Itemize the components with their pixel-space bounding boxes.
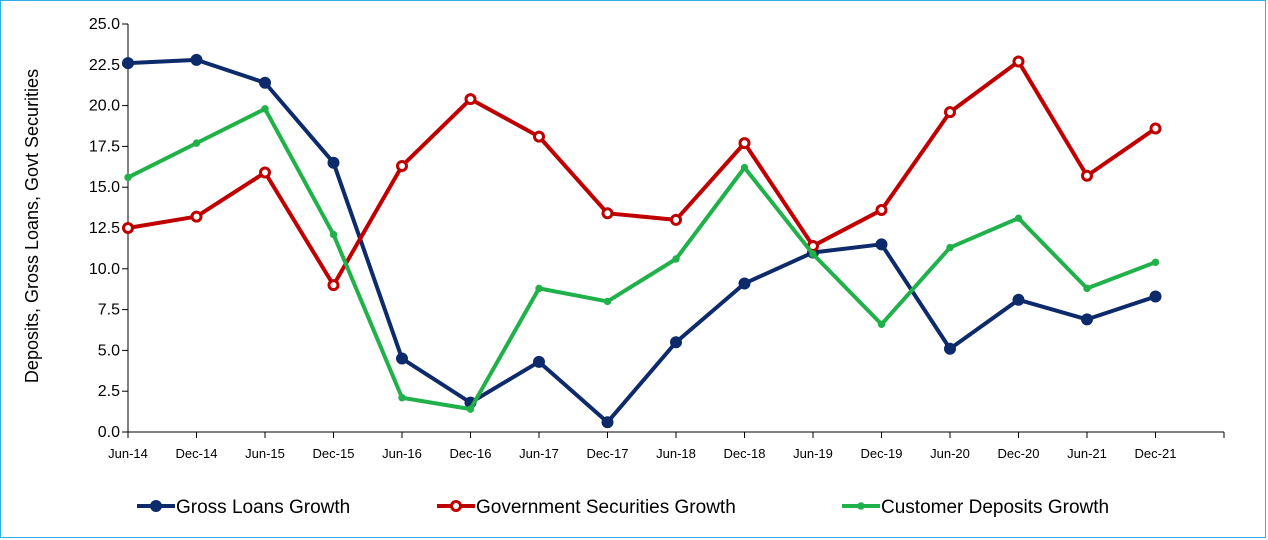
data-point bbox=[1012, 293, 1025, 306]
data-point bbox=[124, 173, 132, 182]
data-point bbox=[464, 93, 477, 106]
y-tick-label: 17.5 bbox=[89, 138, 120, 155]
data-point bbox=[533, 355, 545, 368]
legend-item-2: Customer Deposits Growth bbox=[842, 497, 1109, 518]
data-point bbox=[329, 230, 338, 239]
data-point bbox=[259, 166, 271, 179]
data-point bbox=[396, 159, 408, 172]
x-tick-label: Jun-18 bbox=[656, 446, 696, 461]
data-point bbox=[259, 76, 271, 89]
axes bbox=[127, 24, 1224, 433]
data-point bbox=[1149, 122, 1162, 135]
data-point bbox=[535, 284, 543, 293]
data-point bbox=[877, 320, 886, 328]
y-tick-label: 15.0 bbox=[89, 179, 120, 196]
data-point bbox=[261, 105, 269, 113]
data-point bbox=[946, 243, 954, 252]
x-tick-label: Dec-15 bbox=[313, 446, 355, 461]
data-point bbox=[740, 163, 749, 172]
legend-label: Customer Deposits Growth bbox=[881, 497, 1109, 518]
data-point bbox=[1081, 313, 1093, 326]
y-axis-label-group: Deposits, Gross Loans, Govt Securities bbox=[22, 69, 42, 383]
series-line-0 bbox=[127, 57, 1157, 425]
data-point bbox=[944, 342, 956, 355]
x-tick-label: Dec-18 bbox=[724, 446, 766, 461]
data-point bbox=[738, 137, 751, 150]
data-point bbox=[944, 106, 956, 119]
data-point bbox=[466, 405, 475, 413]
x-tick-label: Jun-14 bbox=[108, 446, 148, 461]
x-tick-label: Jun-20 bbox=[930, 446, 970, 461]
data-point bbox=[601, 416, 614, 429]
legend: Gross Loans Growth Government Securities … bbox=[137, 497, 1109, 518]
data-point bbox=[327, 279, 340, 292]
x-tick-label: Dec-16 bbox=[450, 446, 492, 461]
y-tick-label: 10.0 bbox=[89, 261, 120, 278]
data-point bbox=[1151, 258, 1160, 266]
y-axis-ticks: 0.0 2.5 5.0 7.5 10.0 12.5 15.0 17.5 20.0 22.5 25.0 bbox=[89, 16, 128, 441]
data-point bbox=[122, 57, 134, 70]
y-tick-label: 12.5 bbox=[89, 220, 120, 237]
data-point bbox=[672, 255, 680, 263]
x-tick-label: Jun-21 bbox=[1067, 446, 1107, 461]
y-tick-label: 2.5 bbox=[98, 383, 120, 400]
data-point bbox=[398, 394, 406, 402]
series-0 bbox=[122, 53, 1162, 429]
legend-swatch-marker bbox=[150, 500, 162, 512]
y-tick-label: 25.0 bbox=[89, 16, 120, 33]
x-tick-label: Jun-19 bbox=[793, 446, 833, 461]
data-point bbox=[1081, 169, 1093, 182]
data-point bbox=[875, 204, 888, 217]
legend-item-1: Government Securities Growth bbox=[437, 497, 736, 518]
legend-swatch-marker bbox=[450, 500, 462, 512]
y-tick-label: 20.0 bbox=[89, 98, 120, 115]
data-point bbox=[1149, 290, 1162, 303]
data-point bbox=[192, 139, 201, 147]
data-point bbox=[601, 207, 614, 220]
data-point bbox=[670, 336, 682, 349]
x-tick-label: Dec-17 bbox=[587, 446, 629, 461]
x-tick-label: Jun-17 bbox=[519, 446, 559, 461]
data-point bbox=[875, 238, 888, 251]
data-point bbox=[396, 352, 408, 365]
series-2 bbox=[124, 105, 1160, 413]
legend-item-0: Gross Loans Growth bbox=[137, 497, 350, 518]
legend-label: Government Securities Growth bbox=[476, 497, 736, 518]
series-lines bbox=[122, 53, 1162, 429]
series-line-1 bbox=[127, 59, 1157, 288]
x-tick-label: Jun-16 bbox=[382, 446, 422, 461]
x-tick-label: Dec-21 bbox=[1135, 446, 1177, 461]
data-point bbox=[533, 130, 545, 143]
data-point bbox=[738, 277, 751, 290]
data-point bbox=[327, 156, 340, 169]
data-point bbox=[1012, 55, 1025, 68]
series-line-2 bbox=[127, 106, 1157, 412]
data-point bbox=[809, 250, 817, 258]
data-point bbox=[190, 210, 203, 223]
y-tick-label: 7.5 bbox=[98, 302, 120, 319]
x-tick-label: Dec-19 bbox=[861, 446, 903, 461]
y-tick-label: 0.0 bbox=[98, 424, 120, 441]
x-axis-ticks: Jun-14 Dec-14 Jun-15 Dec-15 Jun-16 Dec-16 Jun-… bbox=[108, 432, 1225, 461]
series-1 bbox=[122, 55, 1162, 292]
legend-label: Gross Loans Growth bbox=[176, 497, 350, 518]
data-point bbox=[1083, 284, 1091, 293]
y-tick-label: 22.5 bbox=[89, 57, 120, 74]
y-axis-label: Deposits, Gross Loans, Govt Securities bbox=[22, 69, 42, 383]
x-tick-label: Dec-20 bbox=[998, 446, 1040, 461]
data-point bbox=[190, 53, 203, 66]
data-point bbox=[122, 222, 134, 234]
x-tick-label: Jun-15 bbox=[245, 446, 285, 461]
y-tick-label: 5.0 bbox=[98, 342, 120, 359]
x-tick-label: Dec-14 bbox=[176, 446, 218, 461]
data-point bbox=[603, 297, 612, 306]
legend-swatch-marker bbox=[857, 502, 865, 510]
data-point bbox=[670, 213, 682, 226]
data-point bbox=[1014, 214, 1023, 222]
